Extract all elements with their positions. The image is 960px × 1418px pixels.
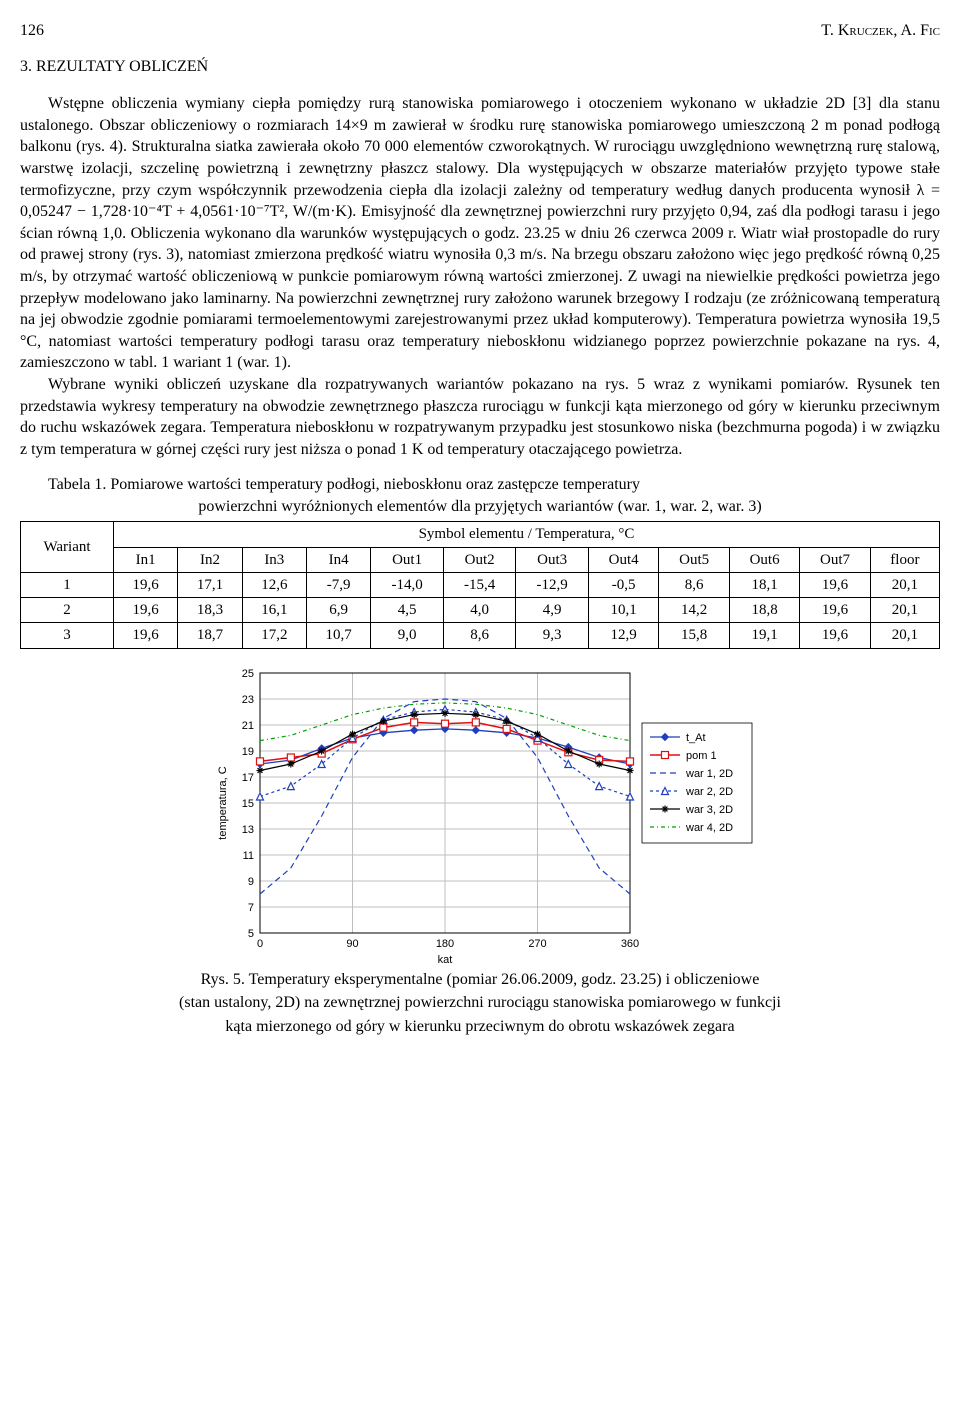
svg-text:0: 0 [257,938,263,950]
cell: 18,3 [178,598,242,623]
table-header-row: Wariant Symbol elementu / Temperatura, °… [21,522,940,547]
cell: 8,6 [443,623,516,648]
figure-caption-l2: (stan ustalony, 2D) na zewnętrznej powie… [20,992,940,1014]
col-header: Out7 [800,547,870,572]
svg-text:17: 17 [242,772,254,784]
cell: 16,1 [242,598,306,623]
col-header: Out4 [588,547,658,572]
svg-text:15: 15 [242,798,254,810]
col-header: Out6 [729,547,799,572]
svg-text:7: 7 [248,902,254,914]
col-header: Out5 [659,547,729,572]
svg-text:11: 11 [243,850,254,862]
cell: 19,6 [114,623,178,648]
cell: 18,8 [729,598,799,623]
col-header: In4 [306,547,370,572]
col-group: Symbol elementu / Temperatura, °C [114,522,940,547]
cell: 8,6 [659,572,729,597]
col-header: In3 [242,547,306,572]
svg-text:270: 270 [528,938,546,950]
cell: 12,9 [588,623,658,648]
cell: 9,3 [516,623,589,648]
body-paragraph-1: Wstępne obliczenia wymiany ciepła pomięd… [20,93,940,374]
table-body: 119,617,112,6-7,9-14,0-15,4-12,9-0,58,61… [21,572,940,648]
cell: 17,1 [178,572,242,597]
cell: 19,6 [800,598,870,623]
svg-text:kąt: kąt [438,954,453,963]
svg-text:19: 19 [242,746,254,758]
col-header: Out3 [516,547,589,572]
table-row: 219,618,316,16,94,54,04,910,114,218,819,… [21,598,940,623]
figure-caption-l3: kąta mierzonego od góry w kierunku przec… [20,1016,940,1038]
svg-text:23: 23 [242,694,254,706]
cell: -14,0 [371,572,444,597]
cell-variant: 2 [21,598,114,623]
table-caption-line2: powierzchni wyróżnionych elementów dla p… [20,496,940,518]
cell: 4,9 [516,598,589,623]
cell: 15,8 [659,623,729,648]
svg-text:90: 90 [346,938,358,950]
cell: -15,4 [443,572,516,597]
cell: 19,6 [800,572,870,597]
cell: 19,6 [114,598,178,623]
col-header: In1 [114,547,178,572]
svg-text:war 1, 2D: war 1, 2D [685,768,733,780]
cell: 18,7 [178,623,242,648]
cell: 17,2 [242,623,306,648]
temperature-chart: 0 90 180 270 360 5 7 9 11 13 15 17 19 21 23 25 kąt temper… [200,663,760,963]
cell: -7,9 [306,572,370,597]
svg-text:5: 5 [248,928,254,940]
table-columns-row: In1In2In3In4Out1Out2Out3Out4Out5Out6Out7… [21,547,940,572]
table-caption-line1: Tabela 1. Pomiarowe wartości temperatury… [20,474,940,496]
cell: 19,6 [114,572,178,597]
cell: 19,6 [800,623,870,648]
col-variant: Wariant [21,522,114,573]
cell: 10,7 [306,623,370,648]
cell: 20,1 [870,623,939,648]
cell: -12,9 [516,572,589,597]
data-table: Wariant Symbol elementu / Temperatura, °… [20,521,940,648]
col-header: floor [870,547,939,572]
cell: 12,6 [242,572,306,597]
cell: 4,5 [371,598,444,623]
svg-text:war 3, 2D: war 3, 2D [685,804,733,816]
svg-text:war 4, 2D: war 4, 2D [685,822,733,834]
svg-text:temperatura, C: temperatura, C [217,766,229,839]
svg-text:9: 9 [248,876,254,888]
svg-text:13: 13 [242,824,254,836]
svg-text:180: 180 [436,938,454,950]
section-heading: 3. REZULTATY OBLICZEŃ [20,56,940,78]
svg-text:pom 1: pom 1 [686,750,717,762]
table-row: 319,618,717,210,79,08,69,312,915,819,119… [21,623,940,648]
svg-text:t_At: t_At [686,732,706,744]
body-paragraph-2: Wybrane wyniki obliczeń uzyskane dla roz… [20,374,940,460]
col-header: In2 [178,547,242,572]
svg-text:21: 21 [242,720,254,732]
cell: 19,1 [729,623,799,648]
cell: 9,0 [371,623,444,648]
cell: 6,9 [306,598,370,623]
cell: 14,2 [659,598,729,623]
cell: -0,5 [588,572,658,597]
figure-caption-l1: Rys. 5. Temperatury eksperymentalne (pom… [20,969,940,991]
cell: 20,1 [870,572,939,597]
svg-text:war 2, 2D: war 2, 2D [685,786,733,798]
cell: 18,1 [729,572,799,597]
page-number: 126 [20,20,44,42]
svg-text:25: 25 [242,668,254,680]
cell-variant: 1 [21,572,114,597]
col-header: Out1 [371,547,444,572]
running-header: 126 T. Kruczek, A. Fic [20,20,940,42]
table-row: 119,617,112,6-7,9-14,0-15,4-12,9-0,58,61… [21,572,940,597]
author-names: T. Kruczek, A. Fic [821,20,940,42]
svg-text:360: 360 [621,938,639,950]
cell: 4,0 [443,598,516,623]
cell: 10,1 [588,598,658,623]
cell-variant: 3 [21,623,114,648]
cell: 20,1 [870,598,939,623]
col-header: Out2 [443,547,516,572]
